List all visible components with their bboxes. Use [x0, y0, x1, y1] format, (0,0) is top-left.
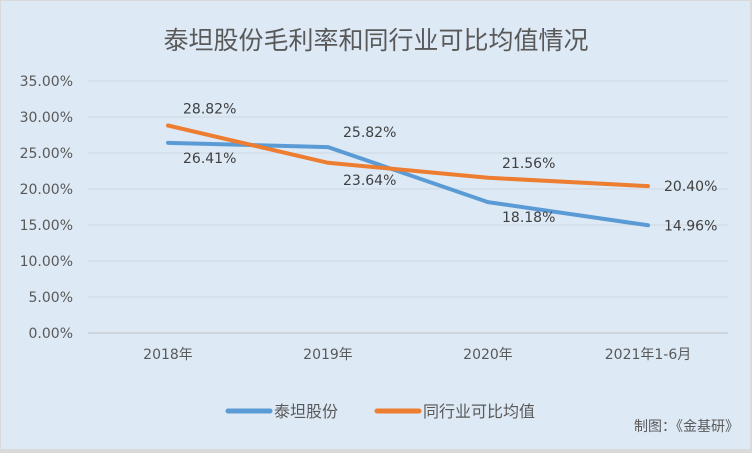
data-label: 28.82%: [183, 101, 236, 117]
data-label: 25.82%: [343, 125, 396, 141]
chart-title: 泰坦股份毛利率和同行业可比均值情况: [163, 26, 588, 55]
y-tick-label: 0.00%: [29, 326, 73, 342]
credit-text: 制图：《金基研》: [634, 418, 739, 435]
legend-label: 同行业可比均值: [423, 402, 535, 421]
y-tick-label: 30.00%: [20, 110, 73, 126]
data-label: 21.56%: [502, 156, 555, 172]
data-label: 14.96%: [664, 218, 717, 234]
y-tick-label: 5.00%: [29, 290, 73, 306]
x-tick-label: 2019年: [303, 347, 353, 363]
y-tick-label: 15.00%: [20, 218, 73, 234]
y-tick-label: 10.00%: [20, 254, 73, 270]
data-label: 23.64%: [343, 173, 396, 189]
y-tick-label: 20.00%: [20, 182, 73, 198]
data-label: 26.41%: [183, 151, 236, 167]
data-label: 18.18%: [502, 210, 555, 226]
x-tick-label: 2020年: [463, 347, 513, 363]
x-tick-label: 2021年1-6月: [605, 347, 692, 363]
data-label: 20.40%: [664, 179, 717, 195]
y-tick-label: 25.00%: [20, 146, 73, 162]
x-tick-label: 2018年: [143, 347, 193, 363]
series-line-1: [166, 123, 650, 189]
y-tick-label: 35.00%: [20, 74, 73, 90]
legend-label: 泰坦股份: [274, 402, 338, 421]
